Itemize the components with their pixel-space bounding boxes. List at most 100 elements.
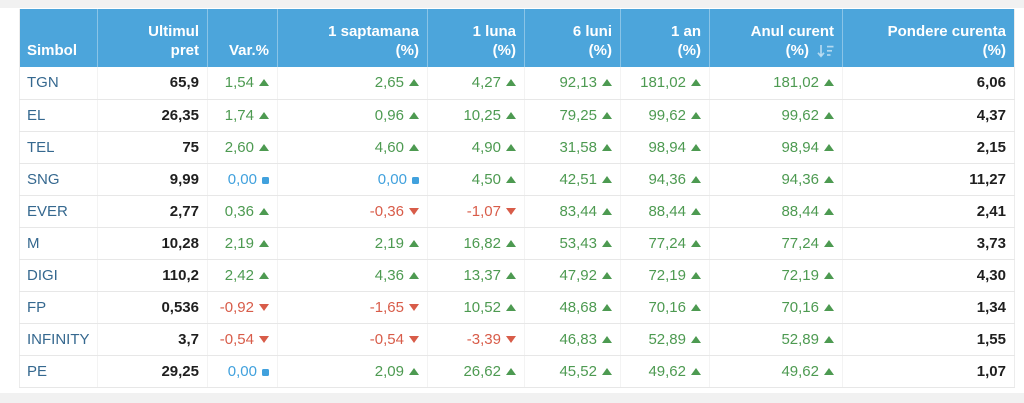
trend-up-icon: [691, 303, 701, 311]
column-header-y1[interactable]: 1 an (%): [620, 9, 710, 67]
column-label: (%): [677, 42, 701, 59]
ytd-change-cell: 52,89: [709, 323, 843, 356]
trend-flat-icon: [412, 176, 419, 184]
trend-down-icon: [506, 207, 516, 215]
column-header-m6[interactable]: 6 luni (%): [524, 9, 621, 67]
change-value: 26,62: [463, 362, 501, 380]
change-value: -0,54: [219, 330, 254, 348]
column-header-var[interactable]: Var.%: [207, 9, 278, 67]
symbol-cell[interactable]: SNG: [19, 163, 98, 196]
column-label: Simbol: [27, 42, 78, 59]
column-header-w1[interactable]: 1 saptamana (%): [277, 9, 428, 67]
change-value: 94,36: [781, 170, 819, 188]
symbol-cell[interactable]: M: [19, 227, 98, 260]
column-header-m1[interactable]: 1 luna (%): [427, 9, 525, 67]
ytd-change-cell: 88,44: [709, 195, 843, 228]
m1-change-cell: -1,07: [427, 195, 525, 228]
var-change-cell: 2,19: [207, 227, 278, 260]
column-label: Pondere curenta: [887, 23, 1006, 40]
w1-change-cell: 2,65: [277, 67, 428, 100]
change-value: 98,94: [648, 138, 686, 156]
table-row-TGN: TGN 65,9 1,54 2,65 4,27 92,13 181,02 181,02 6,06: [19, 67, 1015, 100]
trend-up-icon: [824, 303, 834, 311]
column-header-ytd[interactable]: Anul curent (%): [709, 9, 843, 67]
var-change-cell: 0,00: [207, 163, 278, 196]
change-value: 4,90: [471, 138, 501, 156]
w1-change-cell: -0,36: [277, 195, 428, 228]
last-cell: 26,35: [97, 99, 208, 132]
y1-change-cell: 88,44: [620, 195, 710, 228]
trend-up-icon: [602, 335, 612, 343]
var-change-cell: 1,54: [207, 67, 278, 100]
change-value: 2,65: [374, 74, 404, 92]
change-value: 47,92: [559, 266, 597, 284]
table-row-INFINITY: INFINITY 3,7 -0,54 -0,54 -3,39 46,83 52,89 52,8…: [19, 323, 1015, 356]
trend-up-icon: [506, 143, 516, 151]
change-value: 16,82: [463, 234, 501, 252]
m1-change-cell: 10,25: [427, 99, 525, 132]
symbol-cell[interactable]: EL: [19, 99, 98, 132]
change-value: 1,74: [224, 106, 254, 124]
sort-descending-icon[interactable]: [817, 44, 834, 58]
m6-change-cell: 83,44: [524, 195, 621, 228]
column-header-symbol[interactable]: Simbol: [19, 9, 98, 67]
weight-cell: 1,55: [842, 323, 1015, 356]
change-value: 10,52: [463, 298, 501, 316]
trend-up-icon: [506, 303, 516, 311]
change-value: -0,54: [369, 330, 404, 348]
trend-up-icon: [409, 143, 419, 151]
w1-change-cell: -0,54: [277, 323, 428, 356]
y1-change-cell: 94,36: [620, 163, 710, 196]
trend-up-icon: [602, 367, 612, 375]
table-row-SNG: SNG 9,99 0,00 0,00 4,50 42,51 94,36 94,36 11,27: [19, 163, 1015, 196]
trend-flat-icon: [262, 368, 269, 376]
symbol-cell[interactable]: DIGI: [19, 259, 98, 292]
change-value: 4,50: [471, 170, 501, 188]
trend-up-icon: [691, 143, 701, 151]
m6-change-cell: 31,58: [524, 131, 621, 164]
trend-up-icon: [259, 79, 269, 87]
trend-up-icon: [824, 271, 834, 279]
symbol-cell[interactable]: FP: [19, 291, 98, 324]
change-value: 1,54: [224, 74, 254, 92]
y1-change-cell: 72,19: [620, 259, 710, 292]
trend-down-icon: [409, 207, 419, 215]
change-value: 46,83: [559, 330, 597, 348]
trend-up-icon: [691, 335, 701, 343]
m6-change-cell: 45,52: [524, 355, 621, 388]
weight-cell: 4,30: [842, 259, 1015, 292]
m6-change-cell: 47,92: [524, 259, 621, 292]
change-value: 4,60: [374, 138, 404, 156]
column-label: (%): [785, 42, 809, 59]
symbol-cell[interactable]: INFINITY: [19, 323, 98, 356]
change-value: -0,36: [369, 202, 404, 220]
change-value: 0,00: [377, 170, 407, 188]
change-value: 4,27: [471, 74, 501, 92]
column-label: (%): [395, 42, 419, 59]
trend-up-icon: [824, 207, 834, 215]
w1-change-cell: 0,00: [277, 163, 428, 196]
header-row: Simbol Ultimul pret Var.% 1 saptamana (%) 1 lu…: [19, 9, 1015, 67]
column-label: (%): [982, 42, 1006, 59]
symbol-cell[interactable]: PE: [19, 355, 98, 388]
change-value: -1,65: [369, 298, 404, 316]
w1-change-cell: 4,60: [277, 131, 428, 164]
w1-change-cell: 4,36: [277, 259, 428, 292]
top-margin-strip: [0, 0, 1024, 8]
column-label: (%): [588, 42, 612, 59]
change-value: 53,43: [559, 234, 597, 252]
column-header-weight[interactable]: Pondere curenta (%): [842, 9, 1015, 67]
m1-change-cell: 13,37: [427, 259, 525, 292]
symbol-cell[interactable]: TEL: [19, 131, 98, 164]
column-label: Var.%: [228, 42, 269, 59]
y1-change-cell: 77,24: [620, 227, 710, 260]
last-cell: 2,77: [97, 195, 208, 228]
column-header-last[interactable]: Ultimul pret: [97, 9, 208, 67]
symbol-cell[interactable]: TGN: [19, 67, 98, 100]
change-value: 181,02: [640, 74, 686, 92]
var-change-cell: 2,42: [207, 259, 278, 292]
m6-change-cell: 53,43: [524, 227, 621, 260]
column-label: 1 saptamana: [328, 23, 419, 40]
symbol-cell[interactable]: EVER: [19, 195, 98, 228]
ytd-change-cell: 181,02: [709, 67, 843, 100]
